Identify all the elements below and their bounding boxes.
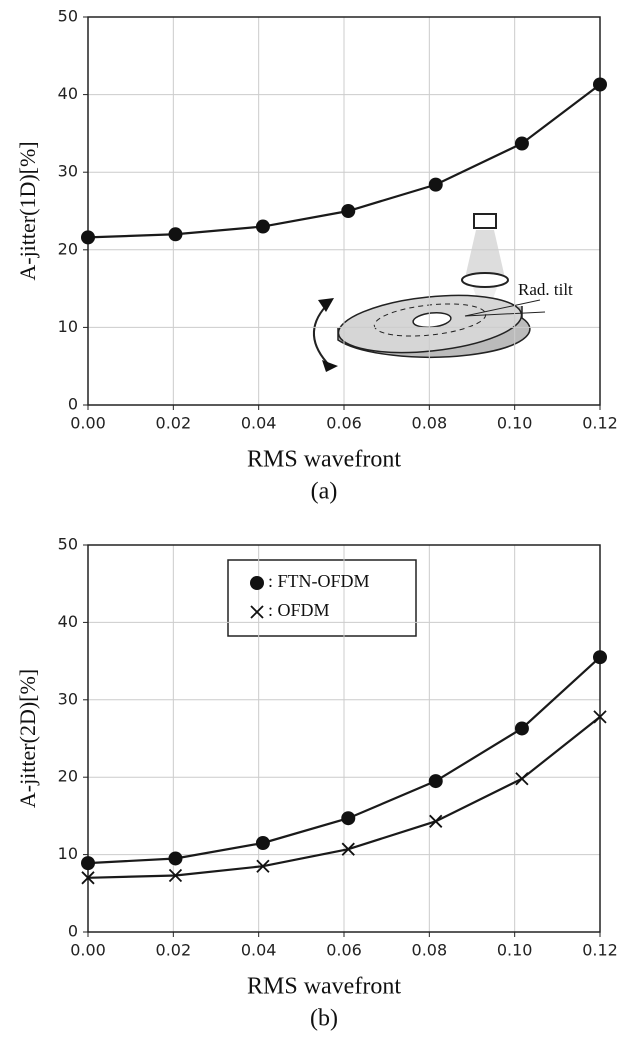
x-tick-label: 0.04 [241,941,277,960]
marker [81,856,95,871]
marker [428,177,443,192]
marker [168,227,183,242]
x-tick-label: 0.12 [582,941,618,960]
marker [255,219,270,234]
legend-marker [250,605,264,619]
disc-illustration [312,213,546,372]
y-tick-label: 40 [58,84,78,103]
marker [255,835,270,850]
x-tick-label: 0.10 [497,414,533,433]
legend-marker [250,576,264,590]
plot-frame [87,16,601,406]
marker [593,77,607,92]
marker [428,774,443,789]
y-tick-label: 40 [58,612,78,631]
x-tick-label: 0.06 [326,414,362,433]
annotation: Rad. tilt [518,280,573,299]
x-tick-label: 0.04 [241,414,277,433]
x-tick-label: 0.00 [70,414,106,433]
y-tick-label: 20 [58,239,78,258]
y-tick-label: 20 [58,767,78,786]
legend-box [227,559,417,637]
marker [514,136,529,151]
marker [81,871,95,885]
x-axis-title: RMS wavefront [247,447,401,473]
caption: (b) [310,1006,338,1032]
marker [514,721,529,736]
marker [593,710,607,724]
y-tick-label: 0 [68,395,78,414]
y-tick-label: 0 [68,922,78,941]
marker [593,650,607,665]
marker [256,859,270,873]
plot-frame [87,544,601,933]
caption: (a) [311,479,338,505]
x-tick-label: 0.08 [412,414,448,433]
marker [341,842,355,856]
y-axis-title: A-jitter(2D)[%] [15,669,40,808]
marker [168,868,183,883]
y-axis-title: A-jitter(1D)[%] [15,141,40,280]
y-tick-label: 10 [58,844,78,863]
x-tick-label: 0.08 [412,941,448,960]
marker [168,851,183,866]
x-tick-label: 0.02 [156,414,192,433]
marker [515,772,529,786]
y-tick-label: 30 [58,162,78,181]
y-tick-label: 30 [58,689,78,708]
marker [341,811,356,826]
marker [429,814,443,828]
x-tick-label: 0.12 [582,414,618,433]
x-axis-title: RMS wavefront [247,974,401,1000]
x-tick-label: 0.00 [70,941,106,960]
legend-label: : OFDM [268,600,330,620]
y-tick-label: 50 [58,535,78,554]
x-tick-label: 0.10 [497,941,533,960]
marker [81,230,95,245]
y-tick-label: 10 [58,317,78,336]
marker [341,204,356,218]
x-tick-label: 0.02 [156,941,192,960]
y-tick-label: 50 [58,7,78,26]
legend-label: : FTN-OFDM [268,571,370,591]
x-tick-label: 0.06 [326,941,362,960]
